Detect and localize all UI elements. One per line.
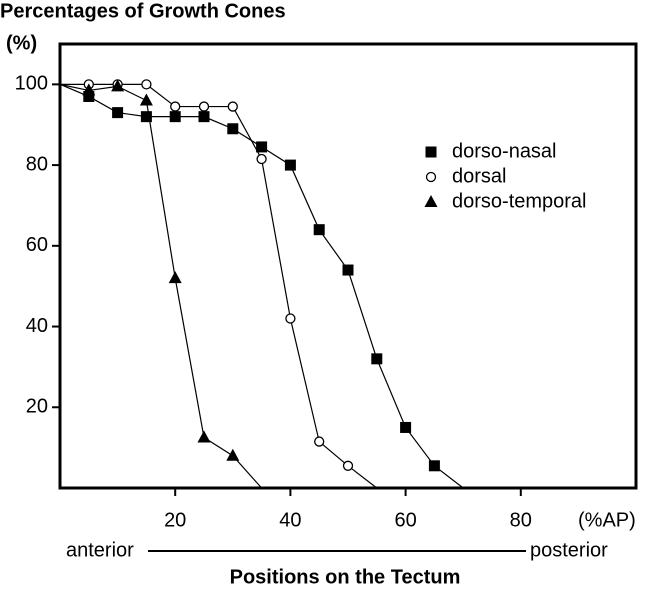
y-unit: (%): [6, 32, 37, 54]
plot-frame: [58, 42, 638, 490]
data-point: [227, 123, 239, 135]
x-tick-label: 60: [394, 509, 416, 531]
series-line: [60, 83, 378, 489]
data-point: [111, 79, 125, 92]
y-tick-label: 60: [26, 234, 48, 256]
data-point: [112, 107, 124, 119]
series-line: [59, 83, 263, 489]
data-point: [82, 83, 96, 96]
legend-marker: [424, 195, 438, 207]
x-unit: (%AP): [578, 509, 636, 531]
data-point: [285, 313, 296, 324]
data-point: [198, 101, 210, 112]
x-tick-label: 40: [279, 509, 301, 531]
chart-title: Percentages of Growth Cones: [0, 0, 286, 22]
data-point: [371, 353, 383, 365]
legend-label: dorsal: [452, 165, 506, 187]
x-tick-label: 80: [510, 509, 532, 531]
data-point: [168, 271, 182, 284]
legend-marker: [425, 146, 437, 158]
data-point: [314, 436, 325, 447]
data-point: [256, 153, 267, 165]
y-tick-label: 100: [15, 73, 48, 95]
data-point: [141, 79, 152, 90]
data-point: [198, 111, 210, 123]
legend-label: dorso-nasal: [452, 140, 557, 162]
data-point: [284, 159, 296, 171]
y-tick-label: 20: [26, 396, 48, 418]
data-point: [342, 264, 354, 276]
data-point: [169, 111, 181, 123]
x-end-label: posterior: [530, 539, 608, 561]
x-start-label: anterior: [66, 539, 134, 561]
y-tick-label: 40: [26, 315, 48, 337]
x-axis-label: Positions on the Tectum: [230, 566, 461, 588]
data-point: [140, 111, 152, 123]
data-point: [313, 224, 325, 236]
legend-marker: [425, 171, 437, 183]
data-point: [227, 101, 238, 112]
data-point: [197, 430, 211, 443]
x-tick-label: 20: [164, 509, 186, 531]
data-point: [226, 448, 240, 461]
data-point: [342, 460, 354, 471]
data-point: [428, 460, 440, 472]
y-tick-label: 80: [26, 153, 48, 175]
data-point: [400, 421, 412, 433]
data-point: [83, 90, 95, 102]
legend-label: dorso-temporal: [452, 190, 587, 212]
data-point: [139, 93, 153, 106]
data-point: [256, 141, 268, 153]
data-point: [170, 101, 181, 112]
